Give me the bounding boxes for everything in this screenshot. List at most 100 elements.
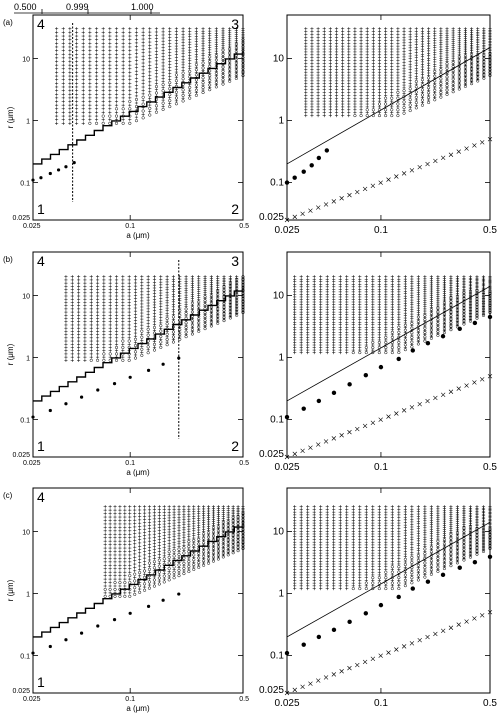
x-tick-label: 0.025 (23, 696, 41, 703)
region-plus-marker (377, 99, 382, 103)
region-plus-marker (89, 278, 93, 282)
region-plus-marker (113, 525, 117, 529)
region-plus-marker (334, 32, 339, 37)
region-plus-marker (364, 532, 368, 536)
region-plus-marker (118, 570, 122, 574)
region-plus-marker (236, 540, 240, 544)
region-plus-marker (64, 326, 68, 330)
region-plus-marker (364, 510, 368, 514)
region-plus-marker (54, 121, 59, 125)
region-plus-marker (377, 559, 381, 563)
region-plus-marker (408, 46, 412, 50)
region-plus-marker (365, 61, 369, 66)
region-plus-marker (351, 516, 355, 520)
region-plus-marker (345, 510, 349, 514)
region-plus-marker (114, 339, 119, 343)
region-plus-marker (61, 63, 65, 67)
region-plus-marker (328, 44, 332, 48)
region-plus-marker (140, 317, 144, 321)
region-plus-marker (121, 294, 125, 298)
region-plus-marker (414, 93, 418, 97)
region-plus-marker (390, 105, 394, 109)
region-plus-marker (319, 554, 323, 558)
region-plus-marker (338, 556, 342, 561)
region-plus-marker (108, 313, 112, 317)
region-plus-marker (353, 70, 357, 74)
region-plus-marker (408, 106, 412, 110)
x-marker (339, 196, 344, 201)
region-plus-marker (377, 540, 381, 544)
region-plus-marker (70, 287, 74, 292)
region-plus-marker (359, 27, 363, 31)
region-plus-marker (133, 325, 138, 329)
region-plus-marker (152, 308, 157, 313)
region-plus-marker (89, 284, 93, 288)
region-plus-marker (81, 85, 85, 89)
region-plus-marker (358, 570, 362, 574)
region-plus-marker (310, 102, 314, 106)
region-plus-marker (188, 37, 192, 42)
region-plus-marker (128, 546, 132, 550)
plot-frame (32, 251, 244, 458)
region-plus-marker (70, 329, 74, 333)
region-plus-marker (364, 573, 368, 577)
region-plus-marker (322, 76, 326, 80)
region-plus-marker (133, 322, 138, 326)
region-plus-marker (384, 56, 388, 60)
region-plus-marker (95, 287, 100, 292)
region-circle-marker (167, 550, 171, 554)
region-plus-marker (384, 99, 388, 103)
region-plus-marker (306, 524, 310, 528)
region-circle-marker (353, 114, 357, 118)
region-plus-marker (345, 529, 349, 533)
region-plus-marker (312, 510, 316, 514)
region-plus-marker (390, 64, 394, 68)
region-plus-marker (347, 70, 351, 74)
region-plus-marker (101, 78, 105, 82)
region-plus-marker (162, 548, 166, 552)
region-plus-marker (184, 275, 188, 279)
region-plus-marker (322, 44, 326, 48)
region-plus-marker (103, 556, 107, 561)
region-plus-marker (147, 545, 152, 550)
region-plus-marker (162, 516, 166, 520)
region-plus-marker (365, 30, 369, 34)
region-plus-marker (304, 73, 308, 77)
region-plus-marker (310, 53, 314, 57)
region-plus-marker (384, 85, 388, 89)
region-plus-marker (241, 529, 245, 533)
region-plus-marker (61, 81, 65, 85)
region-circle-marker (165, 337, 169, 342)
region-plus-marker (408, 78, 412, 83)
region-plus-marker (188, 32, 192, 36)
region-plus-marker (377, 111, 382, 115)
dot-marker (146, 604, 151, 609)
region-plus-marker (312, 559, 316, 563)
region-plus-marker (319, 505, 323, 509)
region-plus-marker (371, 540, 375, 544)
region-plus-marker (64, 291, 68, 295)
region-plus-marker (121, 30, 125, 35)
region-plus-marker (61, 121, 65, 125)
region-plus-marker (209, 318, 213, 322)
region-plus-marker (108, 38, 112, 42)
region-plus-marker (358, 562, 362, 566)
region-plus-marker (178, 275, 182, 279)
top-scale-label: 0.999 (66, 2, 89, 12)
region-plus-marker (138, 511, 142, 515)
region-plus-marker (108, 326, 112, 330)
region-plus-marker (449, 298, 453, 302)
region-plus-marker (371, 105, 375, 109)
region-plus-marker (408, 76, 412, 80)
region-plus-marker (74, 89, 79, 93)
region-plus-marker (61, 30, 65, 35)
region-plus-marker (103, 518, 107, 523)
region-plus-marker (371, 41, 375, 45)
region-plus-marker (172, 513, 176, 517)
dot-marker (363, 372, 369, 378)
region-plus-marker (228, 289, 232, 293)
region-plus-marker (108, 591, 112, 595)
region-circle-marker (377, 576, 381, 580)
region-plus-marker (206, 505, 211, 509)
region-plus-marker (128, 103, 132, 107)
